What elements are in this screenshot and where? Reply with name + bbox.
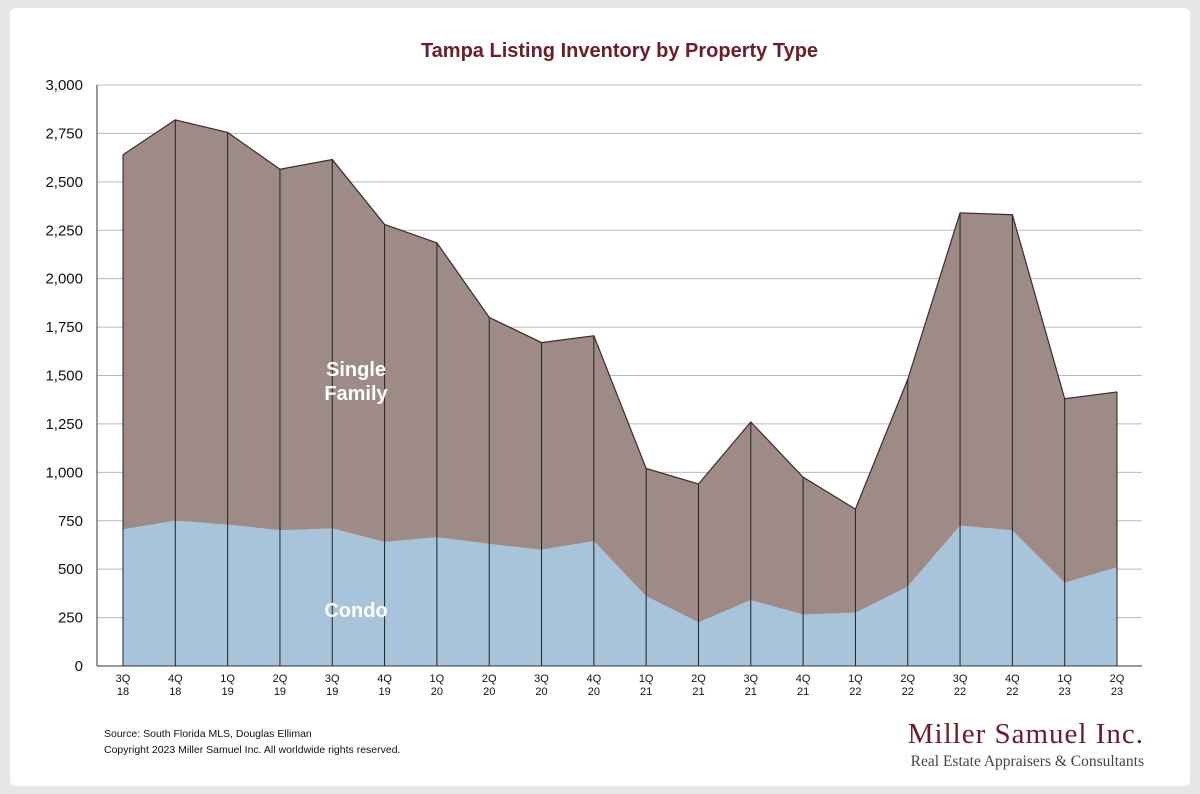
x-tick-label: 2Q 19 (273, 673, 288, 698)
y-tick-label: 250 (58, 610, 83, 627)
condo-area-label: Condo (324, 600, 387, 622)
x-tick-label: 2Q 20 (482, 673, 497, 698)
chart-title: Tampa Listing Inventory by Property Type (421, 40, 818, 62)
brand-logo-name: Miller Samuel Inc. (907, 718, 1144, 750)
x-tick-label: 1Q 22 (848, 673, 863, 698)
x-tick-label: 4Q 21 (796, 673, 811, 698)
single-family-area (123, 119, 1117, 623)
x-tick-label: 4Q 19 (377, 673, 392, 698)
total-line (122, 119, 1118, 511)
x-tick-label: 1Q 19 (220, 673, 235, 698)
y-tick-label: 1,000 (45, 464, 83, 481)
y-tick-label: 1,250 (45, 416, 83, 433)
y-tick-label: 0 (75, 658, 83, 675)
x-tick-label: 3Q 19 (325, 673, 340, 698)
x-tick-label: 4Q 20 (586, 673, 601, 698)
source-note: Source: South Florida MLS, Douglas Ellim… (104, 728, 312, 740)
x-tick-label: 3Q 20 (534, 673, 549, 698)
y-tick-label: 3,000 (45, 77, 83, 94)
x-tick-label: 3Q 18 (116, 673, 131, 698)
x-tick-label: 1Q 21 (639, 673, 654, 698)
single-family-area-label: Single Family (324, 359, 388, 405)
y-tick-label: 750 (58, 513, 83, 530)
y-tick-label: 2,250 (45, 222, 83, 239)
y-tick-label: 500 (58, 561, 83, 578)
x-tick-label: 4Q 18 (168, 673, 183, 698)
y-tick-label: 2,750 (45, 125, 83, 142)
x-tick-label: 2Q 21 (691, 673, 706, 698)
y-tick-label: 1,500 (45, 368, 83, 385)
y-tick-label: 1,750 (45, 319, 83, 336)
x-tick-label: 4Q 22 (1005, 673, 1020, 698)
x-tick-label: 2Q 23 (1110, 673, 1125, 698)
inventory-chart: Tampa Listing Inventory by Property Type… (45, 40, 1142, 698)
y-tick-label: 2,500 (45, 174, 83, 191)
x-tick-label: 3Q 22 (953, 673, 968, 698)
x-tick-label: 2Q 22 (900, 673, 915, 698)
brand-tagline: Real Estate Appraisers & Consultants (910, 753, 1144, 770)
x-tick-label: 3Q 21 (743, 673, 758, 698)
x-tick-label: 1Q 20 (430, 673, 445, 698)
y-tick-label: 2,000 (45, 271, 83, 288)
x-tick-label: 1Q 23 (1057, 673, 1072, 698)
copyright-note: Copyright 2023 Miller Samuel Inc. All wo… (104, 744, 401, 756)
condo-area (123, 520, 1117, 666)
chart-card: Tampa Listing Inventory by Property Type… (10, 8, 1190, 786)
